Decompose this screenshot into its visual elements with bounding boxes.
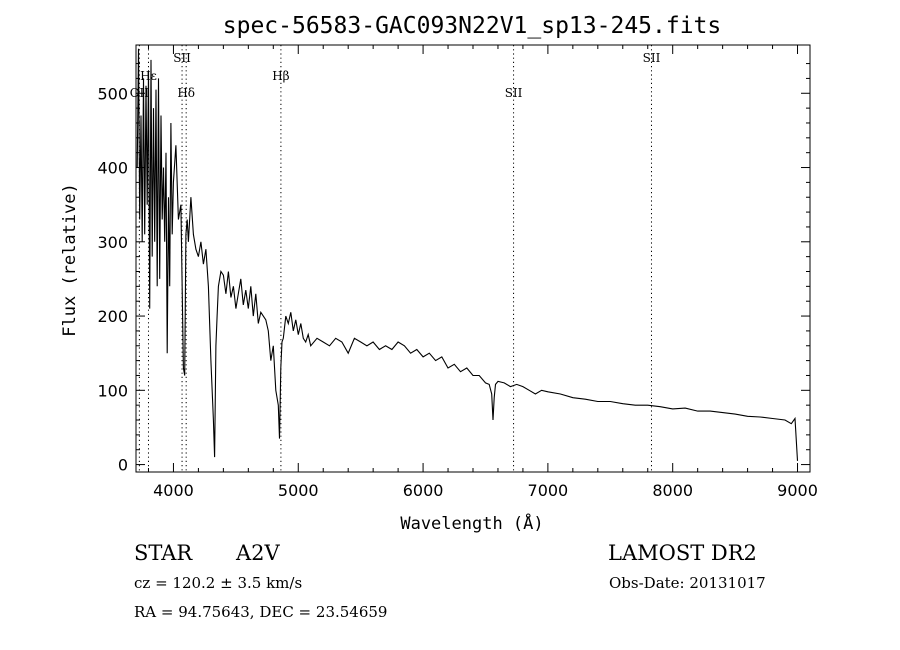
y-tick-label: 100 (97, 381, 128, 400)
y-axis: 0 100 200 300 400 500 (97, 63, 810, 475)
y-tick-label: 300 (97, 233, 128, 252)
x-tick-label: 4000 (153, 481, 194, 500)
x-tick-label: 8000 (652, 481, 693, 500)
subclass-label: A2V (236, 541, 280, 565)
redshift-text: cz = 120.2 ± 3.5 km/s (134, 574, 303, 592)
chart-title: spec-56583-GAC093N22V1_sp13-245.fits (223, 13, 722, 39)
x-tick-label: 5000 (278, 481, 319, 500)
coordinates-text: RA = 94.75643, DEC = 23.54659 (134, 603, 388, 621)
spectrum-line (136, 48, 799, 461)
spectral-line-label: SII (173, 51, 191, 65)
x-tick-label: 6000 (403, 481, 444, 500)
plot-frame (135, 44, 811, 473)
spectral-line-label: Hβ (272, 69, 289, 83)
obs-date-text: Obs-Date: 20131017 (609, 574, 766, 592)
y-tick-label: 500 (97, 84, 128, 103)
y-tick-label: 200 (97, 307, 128, 326)
y-tick-label: 400 (97, 159, 128, 178)
x-tick-label: 9000 (777, 481, 818, 500)
x-tick-label: 7000 (528, 481, 569, 500)
y-axis-label: Flux (relative) (60, 183, 80, 337)
spectral-line-label: SII (643, 51, 661, 65)
x-axis: 4000 5000 6000 7000 8000 9000 (147, 45, 818, 500)
spectral-line-label: SII (505, 86, 523, 100)
y-tick-label: 0 (118, 456, 128, 475)
class-label: STAR (134, 541, 193, 565)
survey-label: LAMOST DR2 (608, 541, 757, 565)
x-axis-label: Wavelength (Å) (400, 512, 543, 534)
spectral-line-label: Hδ (177, 86, 195, 100)
